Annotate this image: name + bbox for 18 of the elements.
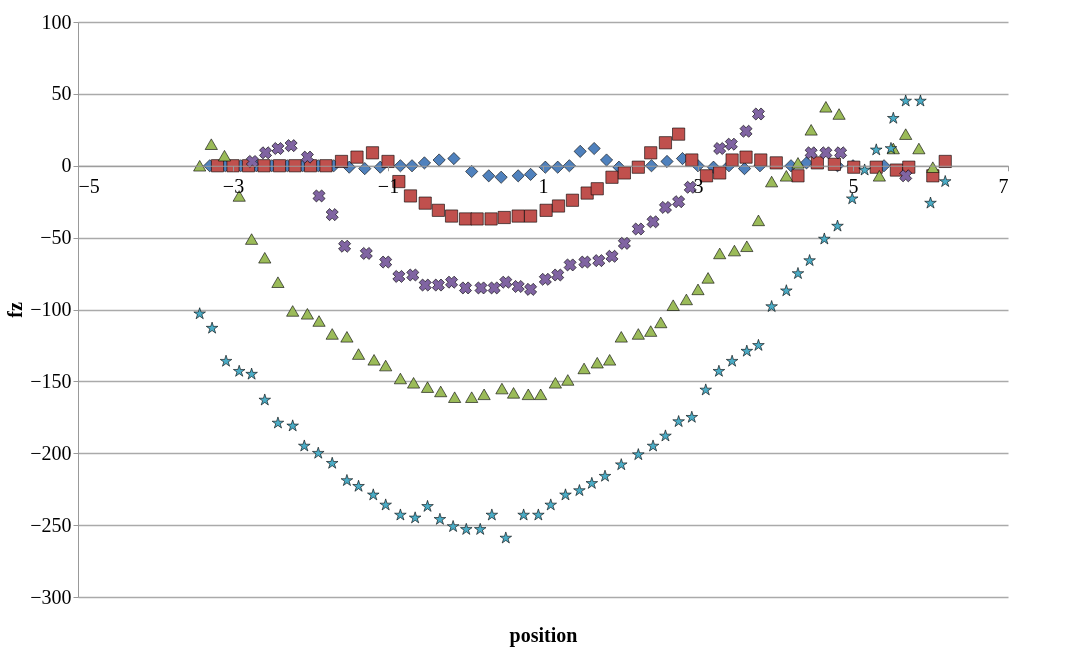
y-tick-label: 0 [61,154,72,177]
y-tick-label: −200 [30,441,72,464]
x-tick-label: −5 [78,175,100,198]
x-tick-label: 7 [998,175,1009,198]
y-tick-label: −300 [30,585,72,608]
x-tick-label: 1 [538,175,549,198]
x-tick-label: −1 [377,175,400,198]
x-tick-label: 3 [693,175,704,198]
x-tick-label: 5 [848,175,859,198]
y-tick-label: 50 [51,82,72,105]
y-tick-label: −100 [30,298,72,320]
y-tick-label: 100 [41,10,72,33]
x-axis-title: position [509,623,578,647]
y-tick-label: −250 [30,513,72,536]
y-axis-title: fz [4,302,27,318]
y-tick-label: −150 [30,369,72,392]
x-tick-label: −3 [222,175,245,198]
y-tick-label: −50 [40,226,72,249]
